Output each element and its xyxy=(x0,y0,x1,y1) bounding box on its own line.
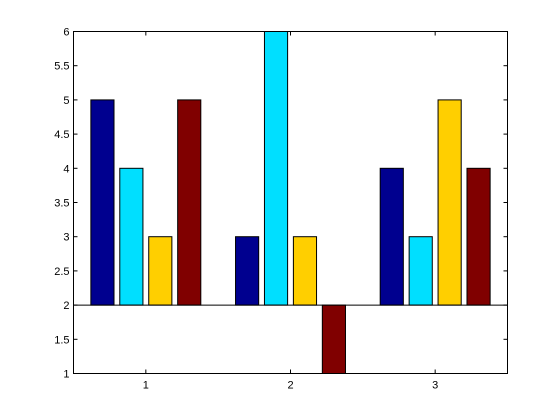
bar-s3-c2 xyxy=(292,236,318,306)
x-tick-label: 1 xyxy=(143,380,149,392)
bar-s4-c1 xyxy=(177,99,202,306)
y-tick-label: 5.5 xyxy=(54,61,69,73)
bar-s4-c2 xyxy=(321,304,346,375)
x-tick-label: 3 xyxy=(432,380,438,392)
bar-s2-c2 xyxy=(263,31,289,306)
plot-area-background xyxy=(73,31,507,373)
y-tick-label: 6 xyxy=(63,27,69,39)
y-tick-label: 3.5 xyxy=(54,198,69,210)
y-tick-label: 1 xyxy=(63,369,69,381)
bar-s2-c3 xyxy=(408,236,433,306)
y-tick-label: 4 xyxy=(63,163,69,175)
bar-s4-c3 xyxy=(466,167,491,306)
y-tick-label: 2 xyxy=(63,300,69,312)
labels-layer: 1 1.5 2 2.5 3 3.5 4 4.5 5 5.5 6 1 2 3 xyxy=(54,27,438,392)
bar-s1-c2 xyxy=(235,236,260,306)
bar-s3-c3 xyxy=(437,99,462,306)
bar-s3-c1 xyxy=(148,236,173,306)
y-tick-label: 5 xyxy=(63,95,69,107)
bar-s1-c3 xyxy=(379,167,404,306)
bar-s2-c1 xyxy=(119,167,144,306)
x-tick-label: 2 xyxy=(287,380,293,392)
y-tick-label: 1.5 xyxy=(54,334,69,346)
bars-layer xyxy=(90,31,491,375)
y-tick-label: 2.5 xyxy=(54,266,69,278)
y-tick-label: 4.5 xyxy=(54,129,69,141)
plot-area-frame xyxy=(73,31,508,374)
bar-s1-c1 xyxy=(90,99,115,306)
y-tick-label: 3 xyxy=(63,232,69,244)
